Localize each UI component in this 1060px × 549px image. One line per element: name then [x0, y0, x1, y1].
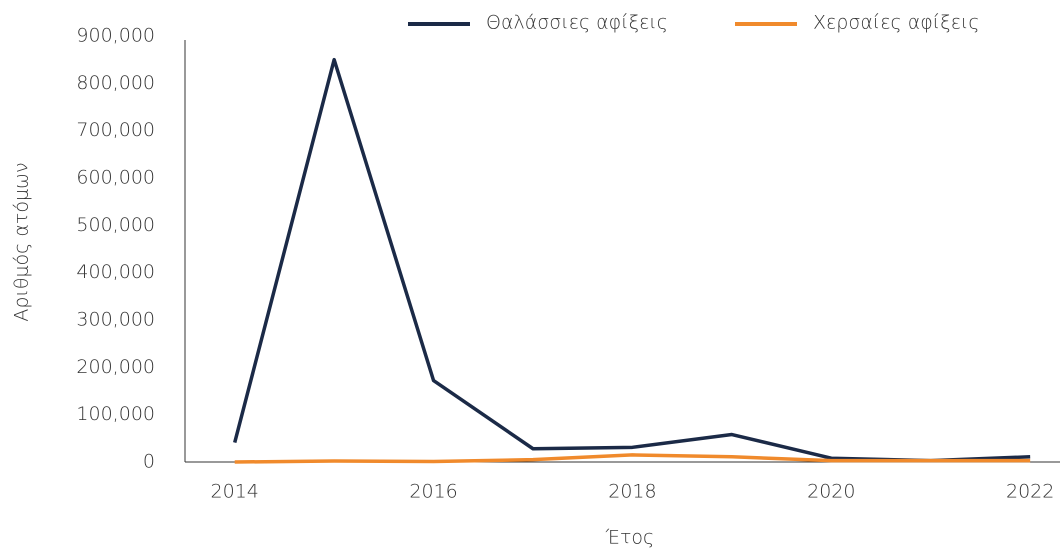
y-tick-label: 500,000	[76, 214, 155, 236]
y-tick-label: 100,000	[76, 403, 155, 425]
x-tick-label: 2016	[409, 481, 457, 503]
y-axis-title: Αριθμός ατόμων	[11, 162, 33, 321]
x-tick-label: 2014	[211, 481, 259, 503]
legend-label: Χερσαίες αφίξεις	[813, 12, 980, 34]
data-line	[234, 453, 1031, 464]
legend-label: Θαλάσσιες αφίξεις	[486, 12, 668, 34]
y-tick-label: 300,000	[76, 309, 155, 331]
x-tick-label: 2022	[1006, 481, 1054, 503]
y-tick-label: 600,000	[76, 167, 155, 189]
y-tick-label: 900,000	[76, 25, 155, 47]
y-tick-label: 400,000	[76, 261, 155, 283]
y-tick-label: 700,000	[76, 119, 155, 141]
x-tick-label: 2020	[807, 481, 855, 503]
x-tick-label: 2018	[608, 481, 656, 503]
data-line	[233, 57, 1031, 463]
y-tick-label: 800,000	[76, 72, 155, 94]
y-tick-label: 0	[143, 451, 155, 473]
x-axis-title: Έτος	[605, 527, 654, 549]
y-tick-label: 200,000	[76, 356, 155, 378]
